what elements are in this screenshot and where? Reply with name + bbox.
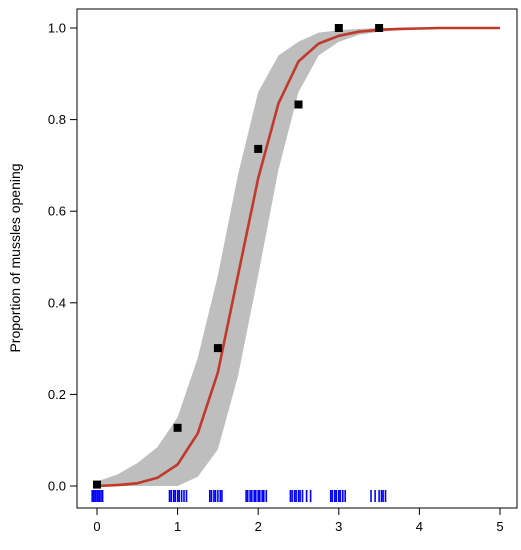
y-axis-label: Proportion of mussles opening [7, 163, 23, 352]
x-axis-tick-label: 4 [416, 519, 423, 534]
x-axis-tick-label: 2 [255, 519, 262, 534]
x-axis-tick-label: 3 [335, 519, 342, 534]
data-point [173, 423, 182, 432]
curve-layer [96, 26, 500, 488]
x-axis-tick-label: 1 [174, 519, 181, 534]
axes-layer: 0 1 2 3 4 5 0.0 0.2 0.4 0.6 0.8 1.0 [48, 8, 518, 534]
confidence-band [97, 28, 500, 486]
y-axis-tick-label: 0.0 [48, 479, 66, 494]
data-point [254, 144, 263, 153]
y-axis-tick-label: 0.4 [48, 295, 66, 310]
data-point [334, 24, 343, 32]
points-layer [93, 24, 384, 489]
band-layer [97, 28, 500, 486]
x-axis-tick-label: 5 [496, 519, 503, 534]
y-axis-tick-label: 0.8 [48, 112, 66, 127]
y-axis-tick-label: 1.0 [48, 21, 66, 36]
plot-frame [76, 8, 518, 509]
data-point [93, 480, 101, 489]
x-axis-tick-label: 0 [93, 519, 100, 534]
y-axis-tick-label: 0.6 [48, 204, 66, 219]
data-point [213, 344, 222, 353]
data-point [375, 24, 384, 32]
rug-layer [91, 490, 387, 502]
fitted-curve [96, 26, 500, 488]
y-axis-tick-label: 0.2 [48, 387, 66, 402]
data-point [294, 100, 303, 109]
